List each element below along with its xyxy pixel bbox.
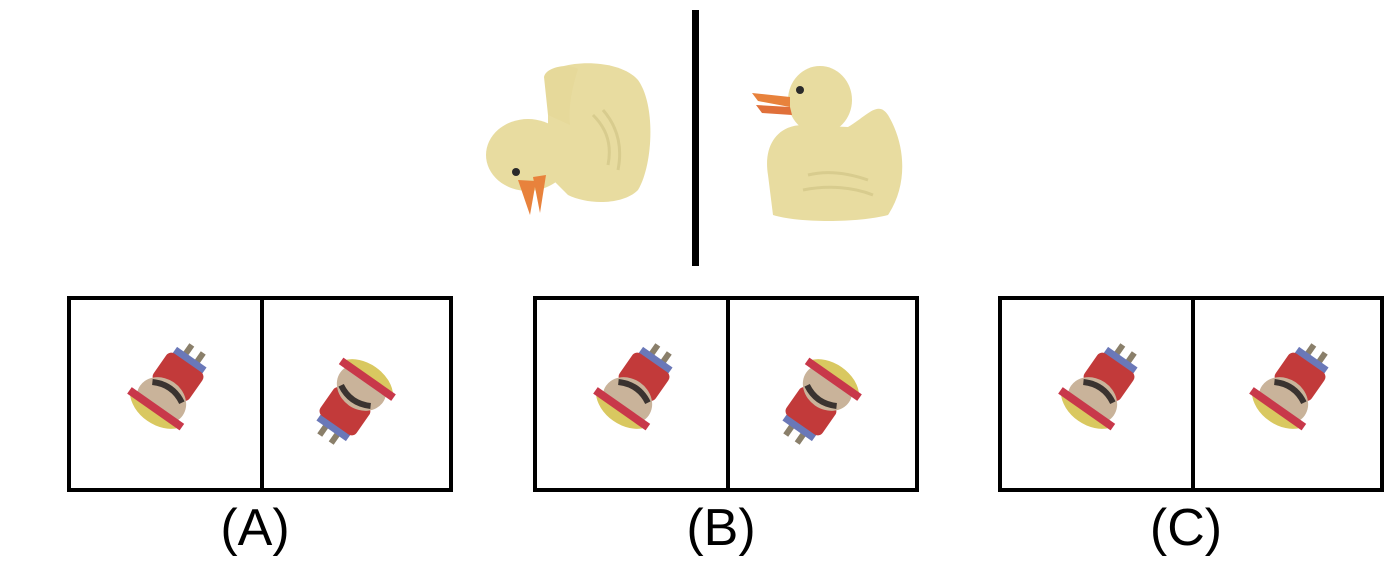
option-a-left-cell [71,300,260,488]
reference-divider [692,10,699,266]
reference-duck-left [478,55,656,220]
option-b-frame [533,296,919,492]
figure-icon [315,357,396,445]
option-b-separator [726,300,730,488]
option-c[interactable] [998,296,1384,492]
option-c-left-cell [1002,300,1191,488]
option-b[interactable] [533,296,919,492]
option-b-label: (B) [686,499,756,557]
option-b-left-cell [537,300,726,488]
reference-duck-right [748,55,908,223]
option-c-frame [998,296,1384,492]
option-b-right-cell [730,300,915,488]
option-a-separator [260,300,264,488]
figure-icon [592,343,673,431]
figure-icon [1248,343,1329,431]
figure-icon [781,357,862,445]
option-a-label: (A) [220,499,290,557]
option-c-label: (C) [1149,499,1223,557]
figure-icon [126,343,207,431]
option-c-separator [1191,300,1195,488]
option-a-right-cell [264,300,449,488]
option-a-frame [67,296,453,492]
figure-icon [1057,343,1138,431]
option-c-right-cell [1195,300,1380,488]
option-a[interactable] [67,296,453,492]
